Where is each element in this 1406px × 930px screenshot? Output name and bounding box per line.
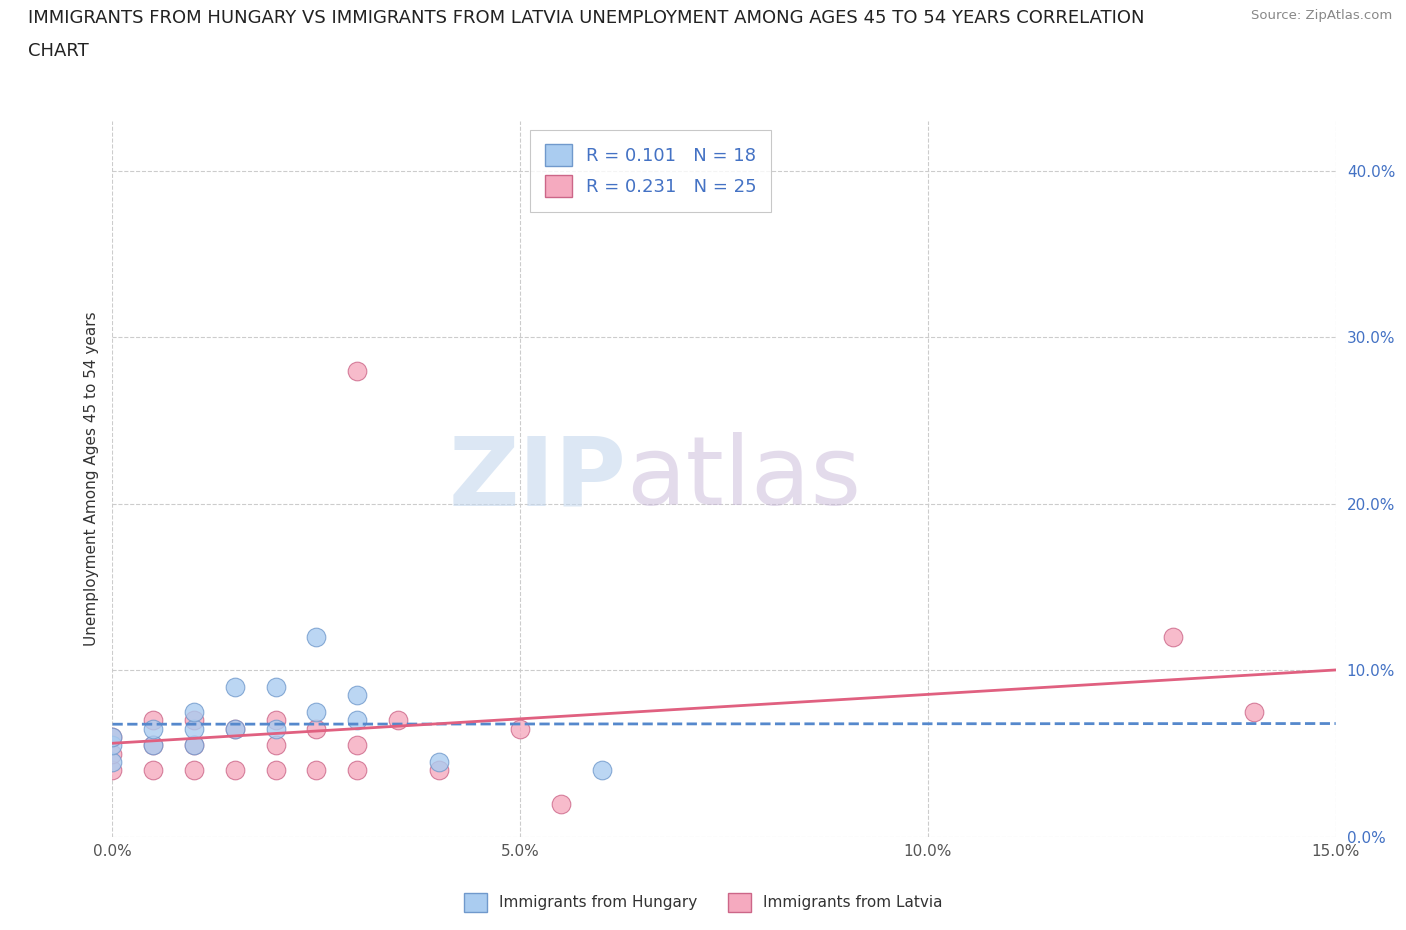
Point	[101, 746, 124, 761]
Point	[142, 738, 165, 753]
Point	[305, 630, 328, 644]
Point	[427, 754, 450, 769]
Point	[264, 763, 287, 777]
Point	[183, 738, 205, 753]
Text: CHART: CHART	[28, 42, 89, 60]
Point	[224, 680, 246, 695]
Point	[346, 688, 368, 703]
Point	[183, 705, 205, 720]
Point	[1243, 705, 1265, 720]
Point	[427, 763, 450, 777]
Point	[264, 738, 287, 753]
Legend: R = 0.101   N = 18, R = 0.231   N = 25: R = 0.101 N = 18, R = 0.231 N = 25	[530, 130, 772, 212]
Point	[305, 722, 328, 737]
Text: Source: ZipAtlas.com: Source: ZipAtlas.com	[1251, 9, 1392, 22]
Text: atlas: atlas	[626, 432, 862, 525]
Point	[183, 738, 205, 753]
Point	[101, 763, 124, 777]
Point	[183, 713, 205, 728]
Point	[224, 722, 246, 737]
Point	[101, 754, 124, 769]
Y-axis label: Unemployment Among Ages 45 to 54 years: Unemployment Among Ages 45 to 54 years	[83, 312, 98, 646]
Point	[142, 763, 165, 777]
Point	[346, 364, 368, 379]
Point	[142, 722, 165, 737]
Point	[264, 713, 287, 728]
Point	[142, 738, 165, 753]
Point	[183, 722, 205, 737]
Point	[387, 713, 409, 728]
Point	[224, 763, 246, 777]
Point	[101, 730, 124, 745]
Point	[101, 730, 124, 745]
Point	[101, 738, 124, 753]
Text: IMMIGRANTS FROM HUNGARY VS IMMIGRANTS FROM LATVIA UNEMPLOYMENT AMONG AGES 45 TO : IMMIGRANTS FROM HUNGARY VS IMMIGRANTS FR…	[28, 9, 1144, 27]
Point	[264, 722, 287, 737]
Point	[305, 705, 328, 720]
Point	[224, 722, 246, 737]
Point	[264, 680, 287, 695]
Legend: Immigrants from Hungary, Immigrants from Latvia: Immigrants from Hungary, Immigrants from…	[457, 887, 949, 918]
Point	[305, 763, 328, 777]
Point	[346, 713, 368, 728]
Point	[509, 722, 531, 737]
Point	[346, 763, 368, 777]
Point	[1161, 630, 1184, 644]
Point	[142, 713, 165, 728]
Text: ZIP: ZIP	[449, 432, 626, 525]
Point	[183, 763, 205, 777]
Point	[550, 796, 572, 811]
Point	[591, 763, 613, 777]
Point	[346, 738, 368, 753]
